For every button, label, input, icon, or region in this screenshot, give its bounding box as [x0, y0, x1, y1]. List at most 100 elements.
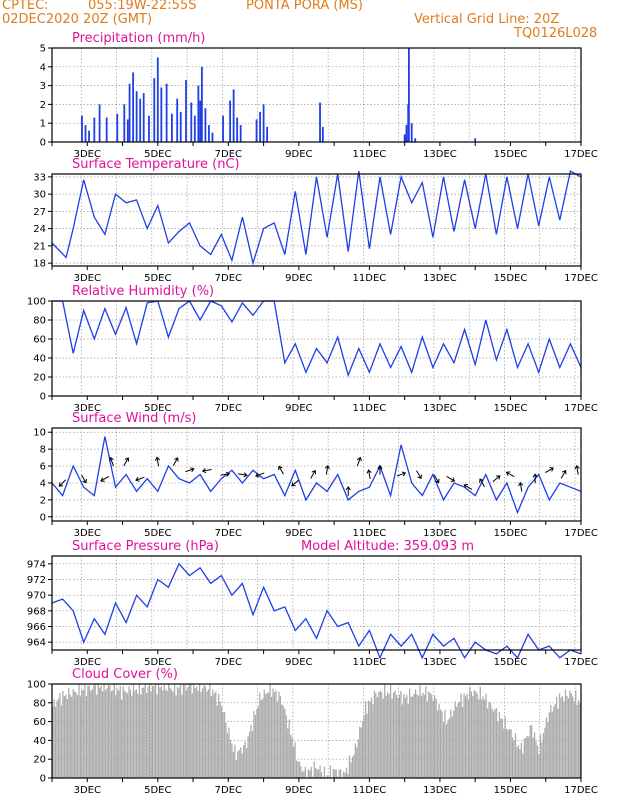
- cloud-bar: [254, 715, 257, 778]
- cloud-bar: [223, 712, 226, 778]
- cloud-bar: [412, 696, 414, 778]
- cloud-bar: [213, 693, 215, 778]
- cloud-bar: [179, 684, 182, 778]
- precip-bar: [132, 72, 135, 142]
- wind-arrow-head: [108, 456, 114, 462]
- cloud-bar: [353, 754, 355, 778]
- cloud-bar: [486, 708, 489, 778]
- cloud-bar: [541, 742, 543, 778]
- cloud-bar: [169, 687, 171, 778]
- cloud-bar: [247, 736, 249, 778]
- cloud-bar: [119, 685, 121, 778]
- cloud-bar: [122, 686, 124, 778]
- precip-bar: [259, 111, 261, 142]
- pressure-xtick-label: 15DEC: [494, 657, 528, 668]
- cloud-bar: [150, 691, 152, 778]
- wind-arrow-shaft: [479, 478, 485, 488]
- cloud-bar: [275, 690, 277, 778]
- cloud-xtick-label: 17DEC: [564, 785, 598, 796]
- cloud-bar: [298, 761, 301, 778]
- cloud-bar: [307, 768, 309, 778]
- wind-xtick-label: 9DEC: [285, 528, 312, 539]
- precip-bar: [232, 89, 235, 142]
- precip-bar: [126, 119, 129, 142]
- cloud-bar: [72, 688, 74, 778]
- wind-ytick-label: 0: [40, 512, 46, 523]
- pressure-xtick-label: 5DEC: [144, 657, 171, 668]
- wind-arrow-head: [574, 465, 580, 470]
- cloud-bar: [225, 722, 227, 778]
- cloud-bar: [573, 701, 575, 778]
- precip-bar: [116, 113, 119, 142]
- cloud-xtick-label: 11DEC: [353, 785, 387, 796]
- cloud-bar: [388, 694, 390, 778]
- wind-arrow-head: [255, 472, 260, 478]
- cloud-bar: [272, 688, 274, 778]
- wind-arrow: [377, 464, 383, 475]
- wind-arrow-shaft: [81, 474, 87, 483]
- cloud-bar: [196, 686, 198, 778]
- wind-arrow: [492, 475, 501, 483]
- cloud-bar: [445, 724, 448, 778]
- wind-arrow-shaft: [135, 476, 145, 481]
- cloud-bar: [387, 691, 389, 778]
- cloud-bar: [356, 747, 358, 778]
- wind-arrow-head: [278, 465, 283, 471]
- cloud-bar: [131, 695, 133, 778]
- cloud-bar: [220, 706, 223, 778]
- humidity-xtick-label: 11DEC: [353, 403, 387, 414]
- cloud-bar: [394, 690, 396, 778]
- precip-bar: [319, 102, 321, 142]
- wind-arrow-head: [417, 474, 422, 480]
- humidity-xtick-label: 5DEC: [144, 403, 171, 414]
- cloud-bar: [216, 705, 218, 778]
- wind-arrow: [100, 476, 110, 482]
- pressure-ytick-label: 964: [27, 638, 46, 649]
- pressure-frame: [51, 555, 582, 651]
- precip-xtick-label: 15DEC: [494, 149, 528, 160]
- cloud-bar: [228, 727, 230, 778]
- header-station: PONTA PORA (MS): [246, 0, 363, 13]
- cloud-bar: [63, 696, 66, 778]
- humidity-ytick-label: 80: [33, 316, 46, 327]
- wind-xtick-label: 11DEC: [353, 528, 387, 539]
- cloud-bar: [226, 733, 229, 778]
- cloud-bar: [256, 708, 258, 778]
- cloud-bar: [575, 690, 577, 778]
- cloud-bar: [350, 762, 352, 778]
- cloud-bar: [556, 696, 558, 778]
- cloud-bar: [351, 756, 354, 778]
- cloud-bar: [287, 728, 289, 778]
- cloud-bar: [309, 770, 311, 778]
- cloud-bar: [467, 699, 470, 778]
- header-grid-note: Vertical Grid Line: 20Z: [414, 12, 560, 27]
- cloud-bar: [93, 685, 95, 778]
- pressure-ytick-label: 972: [27, 575, 46, 586]
- cloud-bar: [385, 695, 387, 778]
- cloud-bar: [347, 773, 349, 778]
- wind-arrow-head: [311, 469, 317, 475]
- cloud-bar: [401, 704, 403, 778]
- cloud-bar: [407, 703, 409, 778]
- precip-title: Precipitation (mm/h): [72, 31, 205, 46]
- precip-bar: [414, 138, 417, 142]
- pressure-ytick-label: 970: [27, 591, 46, 602]
- cloud-bar: [310, 766, 312, 778]
- cloud-bar: [494, 709, 496, 778]
- precip-xtick-label: 11DEC: [353, 149, 387, 160]
- cloud-bar: [473, 690, 475, 778]
- precip-bar: [199, 100, 202, 142]
- wind-xtick-label: 15DEC: [494, 528, 528, 539]
- temp-frame: [51, 173, 582, 267]
- wind-arrow: [154, 456, 161, 467]
- cloud-bar: [135, 689, 138, 778]
- cloud-bar: [76, 695, 79, 778]
- cloud-bar: [97, 684, 99, 778]
- cloud-bar: [406, 694, 408, 778]
- cloud-panel: 0 20 40 60 80 100 3DEC 5DEC 7DEC 9DEC 11DEC 13DEC 15…: [27, 667, 598, 796]
- cloud-bar: [400, 691, 402, 778]
- cloud-bar: [253, 711, 255, 778]
- cloud-bar: [503, 728, 505, 778]
- wind-arrow-head: [518, 481, 524, 487]
